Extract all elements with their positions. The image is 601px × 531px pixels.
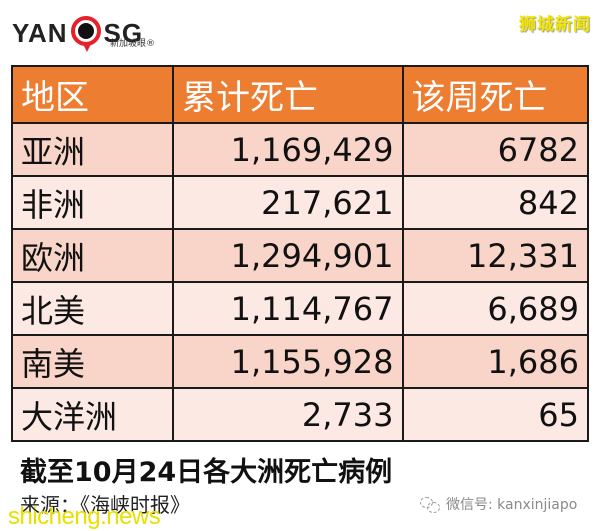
cumulative-deaths-cell: 1,294,901 — [171, 228, 404, 283]
cumulative-deaths-cell: 1,169,429 — [171, 122, 404, 177]
column-header-cumulative-deaths: 累计死亡 — [171, 65, 404, 124]
table-row: 欧洲 1,294,901 12,331 — [11, 228, 589, 283]
location-pin-icon — [70, 16, 101, 52]
logo-text-yan: YAN — [12, 18, 68, 48]
table-row: 北美 1,114,767 6,689 — [11, 281, 589, 336]
cumulative-deaths-cell: 217,621 — [171, 175, 404, 230]
brand-shicheng-news: 狮城新闻 — [519, 15, 591, 35]
cumulative-deaths-cell: 2,733 — [171, 387, 404, 442]
weekly-deaths-cell: 12,331 — [401, 228, 589, 283]
table-row: 大洋洲 2,733 65 — [11, 387, 589, 442]
region-cell: 非洲 — [11, 175, 174, 230]
table-header-row: 地区 累计死亡 该周死亡 — [11, 65, 589, 124]
region-cell: 大洋洲 — [11, 387, 174, 442]
cumulative-deaths-cell: 1,155,928 — [171, 334, 404, 389]
region-cell: 南美 — [11, 334, 174, 389]
weekly-deaths-cell: 65 — [401, 387, 589, 442]
yansg-logo: YAN SG — [12, 10, 143, 56]
weekly-deaths-cell: 6782 — [401, 122, 589, 177]
region-cell: 亚洲 — [11, 122, 174, 177]
wechat-label: 微信号: kanxinjiapo — [446, 497, 578, 513]
wechat-id: 微信号: kanxinjiapo — [420, 494, 577, 514]
column-header-weekly-deaths: 该周死亡 — [401, 65, 589, 124]
weekly-deaths-cell: 6,689 — [401, 281, 589, 336]
table-caption: 截至10月24日各大洲死亡病例 — [20, 457, 393, 488]
table-row: 亚洲 1,169,429 6782 — [11, 122, 589, 177]
logo-subtitle: 新加坡眼® — [110, 39, 156, 49]
logo-text-sg: SG — [103, 18, 144, 48]
table-row: 南美 1,155,928 1,686 — [11, 334, 589, 389]
weekly-deaths-cell: 842 — [401, 175, 589, 230]
region-cell: 欧洲 — [11, 228, 174, 283]
site-watermark: shicheng.news — [8, 503, 161, 530]
wechat-icon — [420, 496, 440, 513]
cumulative-deaths-cell: 1,114,767 — [171, 281, 404, 336]
region-cell: 北美 — [11, 281, 174, 336]
column-header-region: 地区 — [11, 65, 174, 124]
deaths-by-continent-table: 地区 累计死亡 该周死亡 亚洲 1,169,429 6782 非洲 217,62… — [11, 65, 589, 442]
source-credit: 来源：《海峡时报》 — [20, 493, 190, 517]
weekly-deaths-cell: 1,686 — [401, 334, 589, 389]
table-row: 非洲 217,621 842 — [11, 175, 589, 230]
